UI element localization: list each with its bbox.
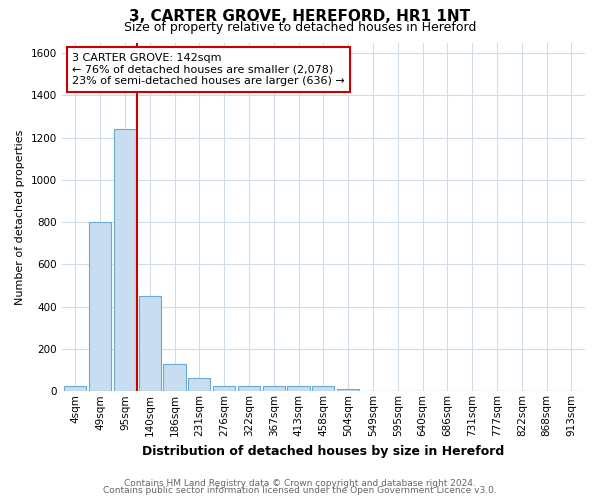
Bar	[238, 386, 260, 392]
Text: 3, CARTER GROVE, HEREFORD, HR1 1NT: 3, CARTER GROVE, HEREFORD, HR1 1NT	[130, 9, 470, 24]
Bar	[263, 386, 285, 392]
Bar	[64, 386, 86, 392]
Text: Size of property relative to detached houses in Hereford: Size of property relative to detached ho…	[124, 21, 476, 34]
Y-axis label: Number of detached properties: Number of detached properties	[15, 129, 25, 304]
Bar	[114, 129, 136, 392]
Bar	[139, 296, 161, 392]
Bar	[213, 386, 235, 392]
Text: Contains HM Land Registry data © Crown copyright and database right 2024.: Contains HM Land Registry data © Crown c…	[124, 478, 476, 488]
Text: Contains public sector information licensed under the Open Government Licence v3: Contains public sector information licen…	[103, 486, 497, 495]
Bar	[188, 378, 211, 392]
Bar	[163, 364, 185, 392]
Text: 3 CARTER GROVE: 142sqm
← 76% of detached houses are smaller (2,078)
23% of semi-: 3 CARTER GROVE: 142sqm ← 76% of detached…	[72, 53, 345, 86]
Bar	[89, 222, 111, 392]
Bar	[312, 386, 334, 392]
Bar	[287, 386, 310, 392]
Bar	[337, 389, 359, 392]
X-axis label: Distribution of detached houses by size in Hereford: Distribution of detached houses by size …	[142, 444, 505, 458]
